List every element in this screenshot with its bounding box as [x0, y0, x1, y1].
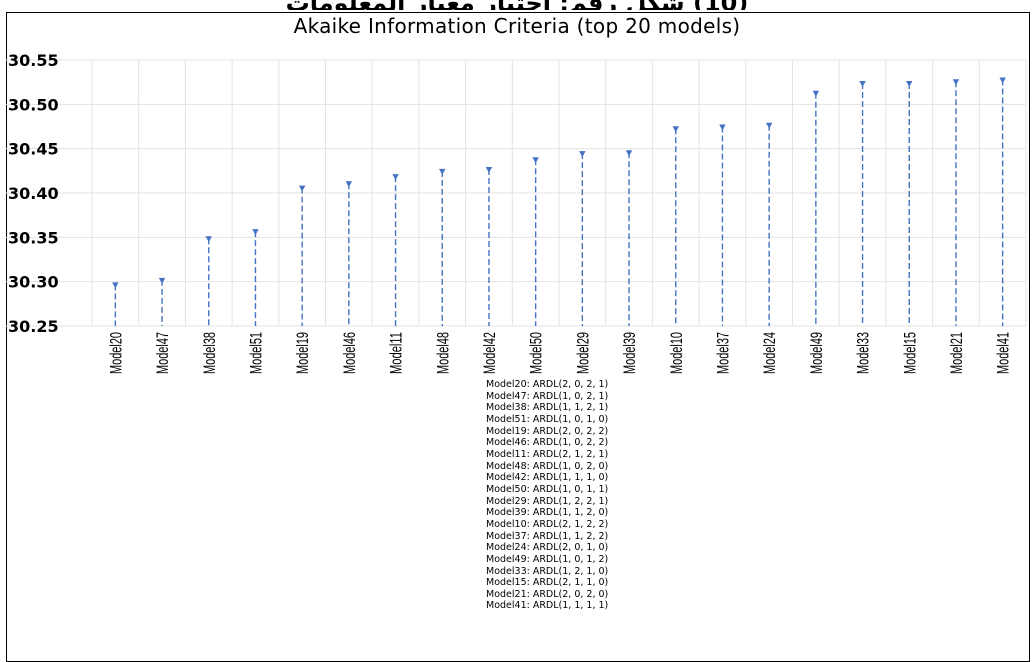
model-spec-line: Model21: ARDL(2, 0, 2, 0)	[486, 588, 609, 600]
x-tick-label: Model41	[994, 332, 1013, 374]
marker-Model38	[205, 236, 212, 243]
marker-Model42	[485, 167, 493, 174]
x-tick-label: Model39	[620, 332, 639, 374]
y-tick-label: 30.35	[8, 228, 59, 247]
model-spec-line: Model41: ARDL(1, 1, 1, 1)	[486, 600, 609, 612]
marker-Model46	[345, 181, 353, 188]
model-spec-line: Model38: ARDL(1, 1, 2, 1)	[486, 402, 609, 414]
y-tick-label: 30.50	[8, 95, 59, 114]
marker-Model41	[999, 77, 1006, 84]
grid	[6, 59, 1027, 327]
x-tick-label: Model50	[527, 332, 546, 374]
x-tick-label: Model10	[667, 332, 686, 374]
model-spec-line: Model24: ARDL(2, 0, 1, 0)	[486, 542, 609, 554]
marker-Model47	[158, 277, 166, 284]
model-spec-line: Model33: ARDL(1, 2, 1, 0)	[486, 565, 609, 577]
y-tick-label: 30.30	[8, 273, 59, 292]
model-spec-line: Model37: ARDL(1, 1, 2, 2)	[486, 530, 609, 542]
marker-Model51	[252, 229, 259, 236]
marker-Model24	[765, 122, 773, 129]
y-tick-label: 30.45	[8, 140, 59, 159]
model-spec-line: Model15: ARDL(2, 1, 1, 0)	[486, 577, 609, 589]
model-specification-list: Model20: ARDL(2, 0, 2, 1) Model47: ARDL(1…	[486, 379, 608, 612]
x-tick-label: Model21	[947, 332, 966, 374]
y-tick-label: 30.40	[8, 184, 59, 203]
model-spec-line: Model42: ARDL(1, 1, 1, 0)	[486, 472, 609, 484]
model-spec-line: Model46: ARDL(1, 0, 2, 2)	[486, 437, 609, 449]
chart-title: Akaike Information Criteria (top 20 mode…	[293, 14, 741, 38]
x-axis: Model20 Model47 Model38 Model51 Model19 Model…	[106, 332, 1012, 374]
y-axis: 30.25 30.30 30.35 30.40 30.45 30.50 30.55	[8, 51, 59, 336]
x-tick-label: Model29	[573, 332, 592, 374]
marker-Model21	[952, 79, 960, 86]
x-tick-label: Model37	[713, 332, 732, 374]
y-tick-label: 30.25	[8, 317, 59, 336]
x-tick-label: Model51	[246, 332, 265, 374]
marker-Model20	[112, 282, 119, 289]
marker-Model10	[672, 126, 679, 133]
x-tick-label: Model24	[760, 332, 779, 374]
model-spec-line: Model10: ARDL(2, 1, 2, 2)	[486, 518, 609, 530]
model-spec-line: Model50: ARDL(1, 0, 1, 1)	[486, 483, 609, 495]
model-spec-line: Model49: ARDL(1, 0, 1, 2)	[486, 553, 609, 565]
marker-Model50	[532, 157, 539, 164]
marker-Model11	[392, 174, 399, 181]
model-spec-line: Model19: ARDL(2, 0, 2, 2)	[486, 425, 609, 437]
marker-Model33	[859, 81, 866, 88]
marker-Model49	[812, 90, 820, 97]
x-tick-label: Model49	[807, 332, 826, 374]
y-tick-label: 30.55	[8, 51, 59, 70]
x-tick-label: Model38	[200, 332, 219, 374]
model-spec-line: Model20: ARDL(2, 0, 2, 1)	[486, 379, 609, 390]
series-aic	[112, 77, 1006, 326]
x-tick-label: Model11	[387, 332, 406, 374]
marker-Model29	[579, 151, 586, 158]
model-spec-line: Model11: ARDL(2, 1, 2, 1)	[486, 448, 609, 460]
marker-Model39	[625, 150, 633, 157]
model-spec-line: Model29: ARDL(1, 2, 2, 1)	[486, 495, 609, 507]
x-tick-label: Model15	[900, 332, 919, 374]
x-tick-label: Model47	[153, 332, 172, 374]
marker-Model19	[298, 185, 306, 192]
model-spec-line: Model51: ARDL(1, 0, 1, 0)	[486, 413, 609, 425]
x-tick-label: Model42	[480, 332, 499, 374]
marker-Model37	[719, 124, 726, 131]
model-spec-line: Model48: ARDL(1, 0, 2, 0)	[486, 460, 609, 472]
figure-caption-cut: (10) شكل رقم: اختبار معيار المعلومات	[0, 0, 1034, 10]
x-tick-label: Model19	[293, 332, 312, 374]
model-spec-line: Model47: ARDL(1, 0, 2, 1)	[486, 390, 609, 402]
x-tick-label: Model20	[106, 332, 125, 374]
marker-Model15	[906, 81, 913, 88]
marker-Model48	[439, 168, 446, 175]
model-spec-line: Model39: ARDL(1, 1, 2, 0)	[486, 507, 609, 519]
x-tick-label: Model33	[854, 332, 873, 374]
x-tick-label: Model48	[433, 332, 452, 374]
x-tick-label: Model46	[340, 332, 359, 374]
